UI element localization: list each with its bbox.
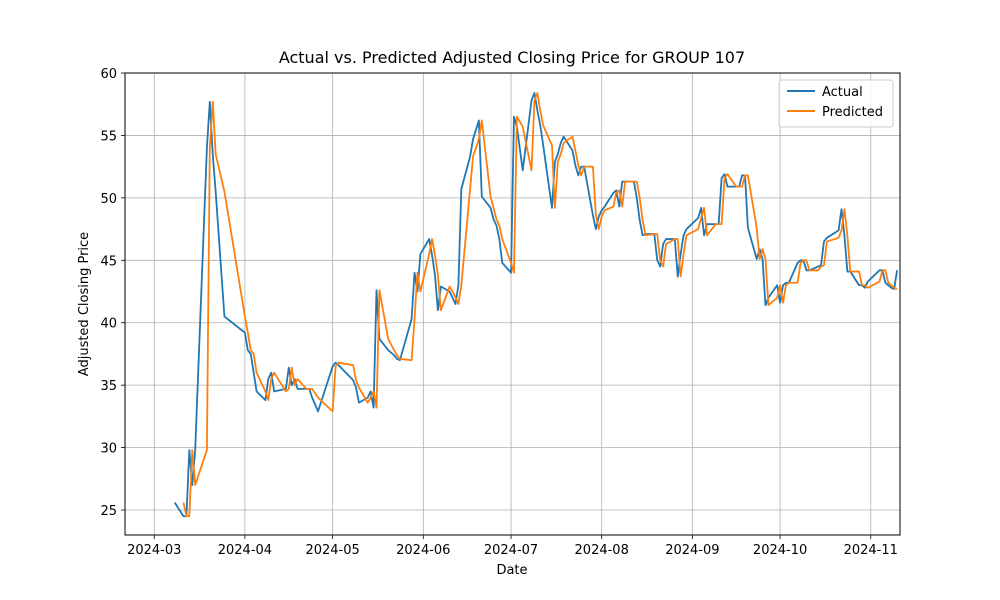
y-tick-label: 35: [100, 379, 117, 394]
x-tick-label: 2024-08: [575, 543, 629, 558]
x-tick-label: 2024-09: [665, 543, 719, 558]
legend: Actual Predicted: [778, 79, 894, 128]
x-axis-ticks: 2024-03 2024-04 2024-05 2024-06 2024-07 2024-…: [127, 535, 898, 558]
y-axis-ticks: 25 30 35 40 45 50 55 60: [100, 67, 125, 519]
y-tick-label: 30: [100, 442, 117, 457]
x-tick-label: 2024-07: [484, 543, 538, 558]
y-tick-label: 60: [100, 67, 117, 82]
series-line-predicted: [182, 92, 898, 518]
x-tick-label: 2024-03: [127, 543, 181, 558]
y-tick-label: 50: [100, 192, 117, 207]
y-tick-label: 40: [100, 317, 117, 332]
y-axis-label: Adjusted Closing Price: [77, 232, 92, 376]
series-line-actual: [173, 92, 898, 518]
y-tick-label: 45: [100, 254, 117, 269]
x-tick-label: 2024-04: [218, 543, 272, 558]
y-tick-label: 25: [100, 504, 117, 519]
x-tick-label: 2024-05: [305, 543, 359, 558]
legend-label-predicted: Predicted: [822, 105, 883, 120]
chart-title: Actual vs. Predicted Adjusted Closing Pr…: [279, 48, 745, 67]
x-tick-label: 2024-10: [753, 543, 807, 558]
x-tick-label: 2024-06: [396, 543, 450, 558]
y-tick-label: 55: [100, 129, 117, 144]
x-tick-label: 2024-11: [844, 543, 898, 558]
plot-frame: [124, 72, 901, 536]
series-lines: [173, 92, 898, 518]
x-axis-label: Date: [496, 563, 527, 578]
legend-label-actual: Actual: [822, 85, 863, 100]
